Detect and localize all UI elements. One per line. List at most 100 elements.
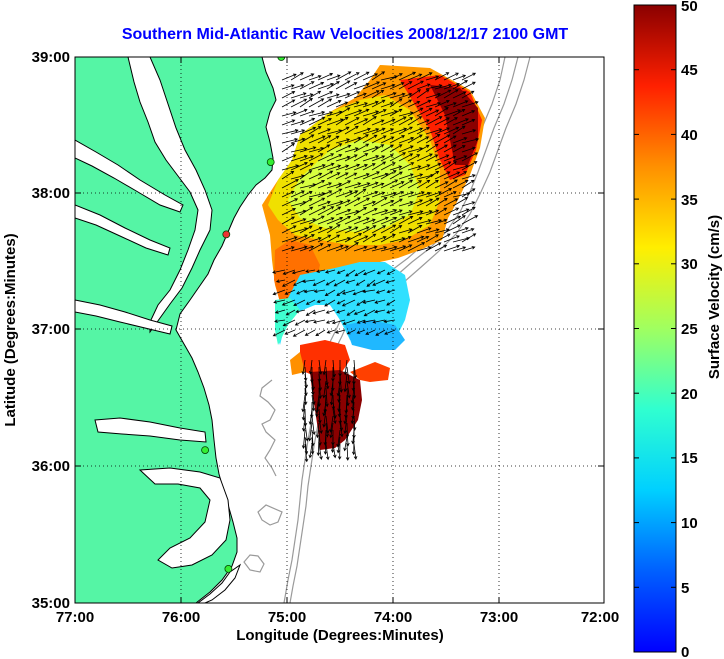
velocity-arrow (389, 108, 403, 117)
velocity-arrow (425, 219, 443, 225)
velocity-arrow (353, 226, 370, 234)
velocity-arrow (362, 225, 377, 234)
velocity-arrow (299, 162, 314, 171)
velocity-arrow (333, 279, 346, 287)
velocity-arrow (461, 90, 475, 99)
x-tick-label: 72:00 (581, 609, 619, 626)
velocity-arrow (326, 329, 336, 334)
velocity-arrow (308, 206, 327, 216)
velocity-arrow (339, 415, 344, 432)
velocity-arrow (353, 206, 368, 216)
velocity-arrow (326, 93, 340, 99)
velocity-arrow (317, 162, 335, 171)
velocity-arrow (461, 110, 476, 117)
map-panel: 77:00 76:00 75:00 74:00 73:00 72:00 39:0… (2, 49, 619, 644)
velocity-arrow (299, 234, 315, 243)
velocity-arrow (362, 299, 376, 304)
velocity-arrow (407, 216, 423, 225)
velocity-arrow (425, 191, 442, 198)
velocity-arrow (335, 190, 353, 198)
velocity-arrow (326, 182, 343, 189)
velocity-arrow (452, 215, 466, 225)
velocity-arrow (461, 146, 476, 153)
y-tick-label: 39:00 (32, 49, 70, 66)
chart-title: Southern Mid-Atlantic Raw Velocities 200… (122, 26, 569, 43)
velocity-arrow (452, 108, 466, 117)
velocity-arrow (344, 242, 359, 252)
velocity-arrow (290, 120, 305, 126)
velocity-arrow (281, 99, 296, 108)
velocity-arrow (389, 92, 406, 99)
velocity-arrow (380, 191, 397, 198)
velocity-arrow (329, 387, 334, 406)
velocity-arrow (362, 100, 379, 108)
velocity-arrow (345, 443, 350, 461)
velocity-arrow (371, 144, 385, 153)
velocity-arrow (312, 309, 326, 315)
chesapeake-bay (127, 57, 213, 334)
velocity-arrow (317, 153, 335, 162)
velocity-arrow (385, 279, 396, 284)
velocity-arrow (326, 172, 341, 180)
rappahannock-river (75, 204, 171, 256)
velocity-arrow (308, 180, 326, 189)
velocity-arrow (389, 225, 403, 234)
velocity-arrow (380, 179, 399, 189)
velocity-arrow (308, 408, 313, 426)
velocity-arrow (308, 422, 313, 442)
velocity-arrow (416, 246, 432, 252)
velocity-arrow (344, 82, 358, 90)
velocity-arrow (425, 102, 442, 108)
velocity-arrow (301, 415, 306, 432)
velocity-arrow (461, 206, 476, 216)
velocity-arrow (290, 218, 307, 225)
velocity-arrow (380, 118, 396, 126)
velocity-arrow (407, 89, 421, 99)
velocity-arrow (344, 72, 360, 81)
velocity-arrow (317, 217, 335, 225)
velocity-arrow (389, 82, 405, 90)
velocity-arrow (346, 366, 351, 385)
velocity-arrow (407, 173, 424, 180)
velocity-arrow (407, 210, 424, 216)
velocity-arrow (389, 144, 403, 153)
velocity-arrow (371, 71, 386, 81)
velocity-arrow (362, 289, 376, 294)
velocity-arrow (335, 92, 351, 99)
velocity-arrow (325, 387, 329, 408)
velocity-arrow (344, 125, 359, 135)
velocity-arrow (380, 92, 397, 99)
velocity-arrow (317, 135, 332, 144)
velocity-arrow (290, 129, 306, 135)
velocity-arrow (443, 215, 462, 225)
velocity-arrow (299, 218, 317, 225)
velocity-arrow (296, 289, 306, 295)
velocity-arrow (434, 181, 449, 189)
velocity-arrow (346, 380, 351, 399)
velocity-arrow (344, 163, 361, 171)
velocity-arrow (326, 200, 344, 207)
velocity-arrow (374, 309, 386, 314)
velocity-arrow (285, 309, 296, 316)
velocity-arrow (326, 234, 341, 243)
velocity-arrow (290, 84, 305, 90)
y-axis-label: Latitude (Degrees:Minutes) (2, 233, 19, 426)
velocity-arrow (443, 144, 457, 153)
velocity-arrow (416, 127, 430, 135)
velocity-arrow (362, 181, 379, 189)
velocity-arrow (299, 93, 314, 99)
velocity-arrow (461, 81, 476, 90)
velocity-arrow (272, 269, 286, 274)
velocity-arrow (303, 289, 316, 294)
velocity-arrow (452, 208, 470, 216)
james-river (75, 299, 173, 335)
velocity-arrow (434, 100, 450, 108)
velocity-arrow (316, 436, 321, 457)
x-tick-label: 73:00 (480, 609, 518, 626)
velocity-arrow (389, 73, 403, 81)
velocity-arrow (318, 443, 323, 461)
velocity-arrow (322, 359, 327, 376)
velocity-arrow (326, 224, 341, 234)
velocity-arrow (380, 162, 396, 171)
velocity-arrow (407, 180, 423, 189)
